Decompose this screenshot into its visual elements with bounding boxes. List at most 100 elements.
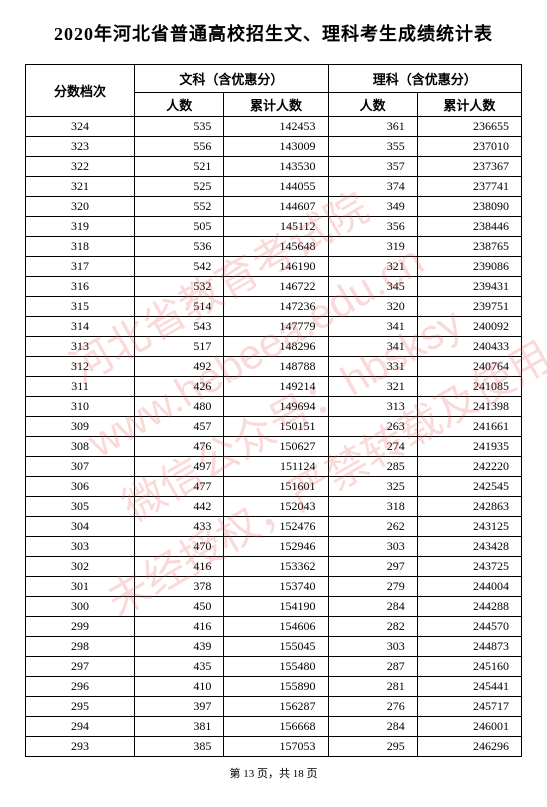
cell-score: 323 <box>26 137 135 157</box>
table-row: 299416154606282244570 <box>26 617 522 637</box>
table-row: 294381156668284246001 <box>26 717 522 737</box>
cell-la-cum: 145648 <box>224 237 328 257</box>
cell-sc-count: 303 <box>328 537 417 557</box>
cell-la-count: 378 <box>135 577 224 597</box>
cell-la-count: 442 <box>135 497 224 517</box>
cell-la-count: 416 <box>135 557 224 577</box>
cell-score: 314 <box>26 317 135 337</box>
cell-la-cum: 146190 <box>224 257 328 277</box>
col-sc-count: 人数 <box>328 93 417 117</box>
cell-score: 307 <box>26 457 135 477</box>
table-row: 295397156287276245717 <box>26 697 522 717</box>
cell-sc-cum: 236655 <box>417 117 521 137</box>
cell-sc-count: 374 <box>328 177 417 197</box>
cell-la-cum: 155045 <box>224 637 328 657</box>
cell-sc-cum: 239086 <box>417 257 521 277</box>
cell-la-cum: 156668 <box>224 717 328 737</box>
cell-sc-cum: 238765 <box>417 237 521 257</box>
cell-sc-count: 361 <box>328 117 417 137</box>
cell-score: 301 <box>26 577 135 597</box>
table-row: 323556143009355237010 <box>26 137 522 157</box>
cell-sc-cum: 240433 <box>417 337 521 357</box>
cell-sc-cum: 238446 <box>417 217 521 237</box>
cell-la-cum: 153362 <box>224 557 328 577</box>
cell-score: 321 <box>26 177 135 197</box>
cell-sc-count: 319 <box>328 237 417 257</box>
page-title: 2020年河北省普通高校招生文、理科考生成绩统计表 <box>25 20 522 46</box>
cell-sc-cum: 239751 <box>417 297 521 317</box>
cell-score: 304 <box>26 517 135 537</box>
cell-la-cum: 152476 <box>224 517 328 537</box>
cell-la-cum: 145112 <box>224 217 328 237</box>
table-row: 304433152476262243125 <box>26 517 522 537</box>
cell-la-cum: 154606 <box>224 617 328 637</box>
cell-sc-count: 325 <box>328 477 417 497</box>
cell-sc-cum: 240092 <box>417 317 521 337</box>
table-row: 311426149214321241085 <box>26 377 522 397</box>
table-row: 300450154190284244288 <box>26 597 522 617</box>
cell-la-cum: 152946 <box>224 537 328 557</box>
cell-la-count: 476 <box>135 437 224 457</box>
cell-sc-cum: 244288 <box>417 597 521 617</box>
col-score-level: 分数档次 <box>26 65 135 117</box>
cell-score: 319 <box>26 217 135 237</box>
cell-la-cum: 148296 <box>224 337 328 357</box>
cell-score: 324 <box>26 117 135 137</box>
cell-la-count: 397 <box>135 697 224 717</box>
cell-la-cum: 142453 <box>224 117 328 137</box>
cell-sc-cum: 246296 <box>417 737 521 757</box>
cell-sc-cum: 237367 <box>417 157 521 177</box>
cell-la-count: 514 <box>135 297 224 317</box>
table-row: 317542146190321239086 <box>26 257 522 277</box>
col-science: 理科（含优惠分） <box>328 65 521 93</box>
table-row: 315514147236320239751 <box>26 297 522 317</box>
cell-sc-cum: 244570 <box>417 617 521 637</box>
cell-sc-count: 276 <box>328 697 417 717</box>
cell-sc-cum: 245441 <box>417 677 521 697</box>
cell-sc-count: 331 <box>328 357 417 377</box>
cell-sc-cum: 237741 <box>417 177 521 197</box>
cell-score: 305 <box>26 497 135 517</box>
cell-sc-cum: 242545 <box>417 477 521 497</box>
cell-sc-count: 284 <box>328 597 417 617</box>
cell-sc-cum: 238090 <box>417 197 521 217</box>
cell-sc-cum: 245160 <box>417 657 521 677</box>
cell-sc-cum: 241085 <box>417 377 521 397</box>
cell-score: 299 <box>26 617 135 637</box>
cell-score: 311 <box>26 377 135 397</box>
cell-sc-cum: 246001 <box>417 717 521 737</box>
table-row: 298439155045303244873 <box>26 637 522 657</box>
cell-sc-cum: 239431 <box>417 277 521 297</box>
cell-score: 306 <box>26 477 135 497</box>
col-la-count: 人数 <box>135 93 224 117</box>
cell-la-count: 542 <box>135 257 224 277</box>
cell-score: 293 <box>26 737 135 757</box>
cell-la-cum: 150627 <box>224 437 328 457</box>
cell-sc-count: 287 <box>328 657 417 677</box>
cell-la-cum: 150151 <box>224 417 328 437</box>
table-row: 314543147779341240092 <box>26 317 522 337</box>
cell-sc-cum: 244873 <box>417 637 521 657</box>
table-row: 306477151601325242545 <box>26 477 522 497</box>
table-row: 303470152946303243428 <box>26 537 522 557</box>
cell-sc-count: 274 <box>328 437 417 457</box>
cell-sc-count: 282 <box>328 617 417 637</box>
table-row: 320552144607349238090 <box>26 197 522 217</box>
cell-la-count: 385 <box>135 737 224 757</box>
cell-la-cum: 149694 <box>224 397 328 417</box>
table-row: 302416153362297243725 <box>26 557 522 577</box>
cell-score: 313 <box>26 337 135 357</box>
cell-la-count: 505 <box>135 217 224 237</box>
cell-sc-cum: 243428 <box>417 537 521 557</box>
cell-sc-count: 321 <box>328 377 417 397</box>
table-row: 308476150627274241935 <box>26 437 522 457</box>
cell-sc-count: 341 <box>328 317 417 337</box>
cell-score: 295 <box>26 697 135 717</box>
cell-sc-count: 320 <box>328 297 417 317</box>
cell-sc-count: 321 <box>328 257 417 277</box>
cell-la-cum: 157053 <box>224 737 328 757</box>
cell-la-count: 556 <box>135 137 224 157</box>
table-row: 318536145648319238765 <box>26 237 522 257</box>
cell-score: 318 <box>26 237 135 257</box>
table-row: 296410155890281245441 <box>26 677 522 697</box>
